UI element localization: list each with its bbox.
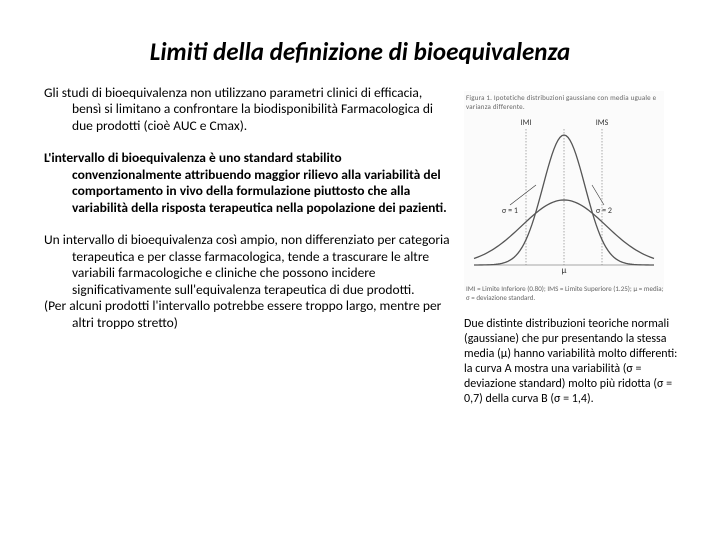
- content-row: Gli studi di bioequivalenza non utilizza…: [0, 85, 720, 407]
- paragraph-3: Un intervallo di bioequivalenza così amp…: [44, 232, 450, 331]
- paragraph-2: L'intervallo di bioequivalenza è uno sta…: [44, 150, 450, 216]
- text-column: Gli studi di bioequivalenza non utilizza…: [44, 85, 464, 407]
- gaussian-chart: IMI IMS σ = 1 σ = 2 μ: [464, 115, 664, 275]
- paragraph-2-text: L'intervallo di bioequivalenza è uno sta…: [44, 150, 450, 216]
- figure-column: Figura 1. Ipotetiche distribuzioni gauss…: [464, 85, 684, 407]
- svg-text:IMS: IMS: [596, 118, 609, 128]
- svg-text:IMI: IMI: [521, 118, 532, 128]
- figure-description: Due distinte distribuzioni teoriche norm…: [464, 317, 684, 407]
- figure-caption-top: Figura 1. Ipotetiche distribuzioni gauss…: [464, 91, 664, 115]
- svg-text:μ: μ: [562, 265, 567, 275]
- paragraph-3a-text: Un intervallo di bioequivalenza così amp…: [44, 232, 450, 298]
- svg-text:σ = 1: σ = 1: [502, 206, 518, 216]
- paragraph-1: Gli studi di bioequivalenza non utilizza…: [44, 85, 450, 134]
- figure-panel: Figura 1. Ipotetiche distribuzioni gauss…: [464, 91, 664, 291]
- paragraph-3b-text: (Per alcuni prodotti l'intervallo potreb…: [44, 298, 450, 331]
- figure-caption-bottom: IMI = Limite Inferiore (0.80); IMS = Lim…: [464, 280, 664, 302]
- paragraph-1-text: Gli studi di bioequivalenza non utilizza…: [44, 85, 450, 134]
- svg-text:σ = 2: σ = 2: [596, 206, 612, 216]
- page-title: Limiti della definizione di bioequivalen…: [0, 0, 720, 85]
